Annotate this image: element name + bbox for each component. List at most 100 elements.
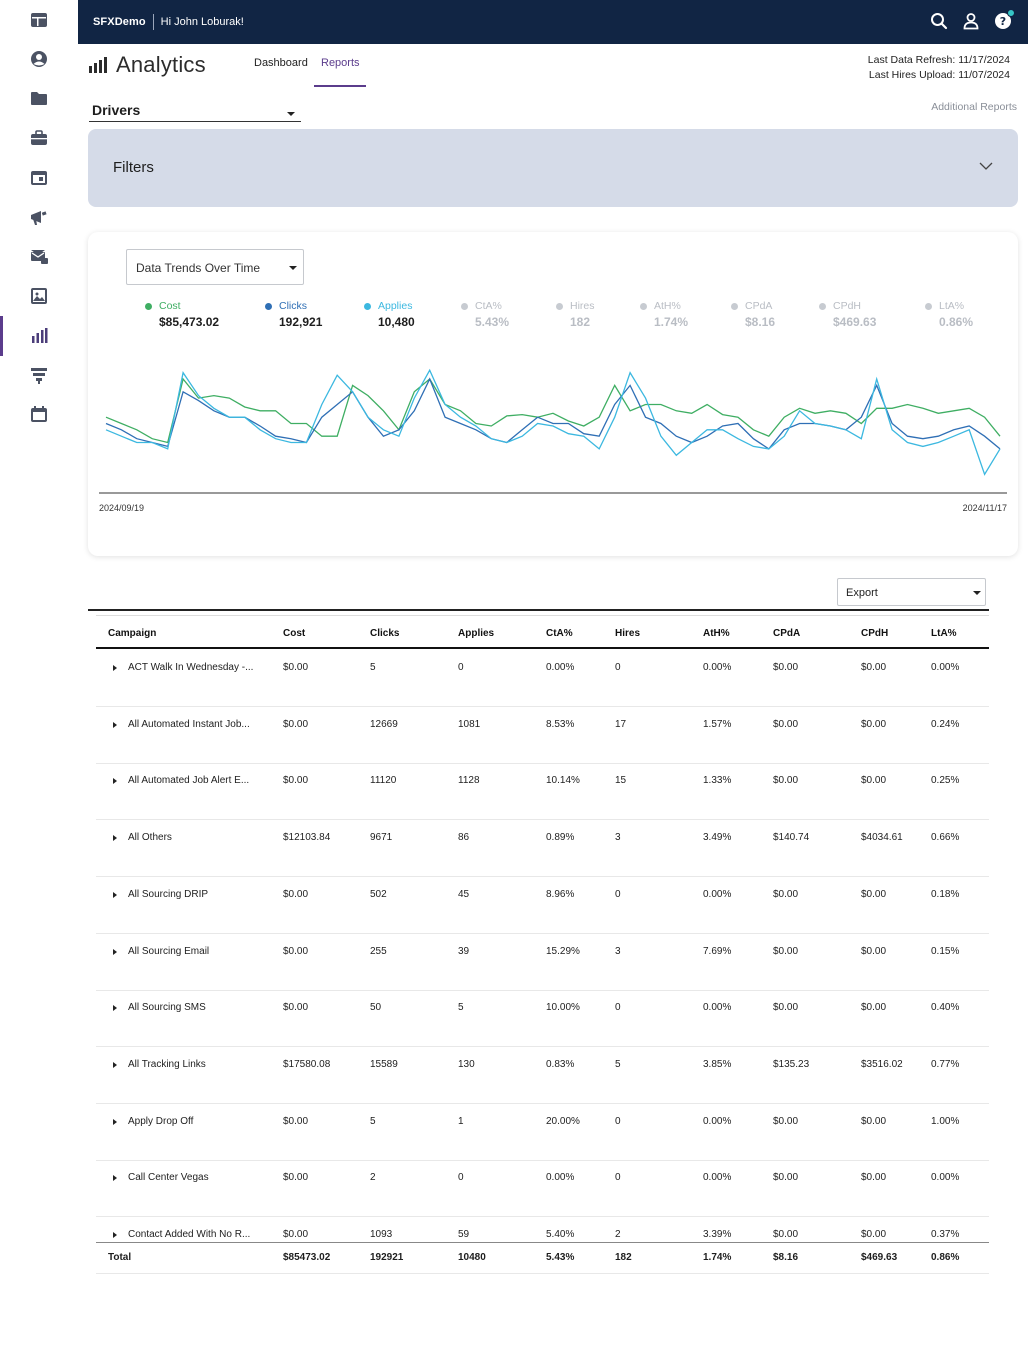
metric-clicks[interactable]: Clicks 192,921 — [265, 300, 322, 329]
metric-hires[interactable]: Hires 182 — [556, 300, 595, 329]
column-header-lta[interactable]: LtA% — [931, 628, 957, 639]
expand-row-icon[interactable] — [113, 1005, 117, 1012]
filters-panel[interactable]: Filters — [88, 129, 1018, 207]
expand-row-icon[interactable] — [113, 721, 117, 728]
metric-cost[interactable]: Cost $85,473.02 — [145, 300, 219, 329]
metric-cpda[interactable]: CPdA $8.16 — [731, 300, 775, 329]
expand-row-icon[interactable] — [113, 778, 117, 785]
column-header-cta[interactable]: CtA% — [546, 628, 573, 639]
cell-cpdh: $0.00 — [861, 945, 887, 957]
column-header-applies[interactable]: Applies — [458, 628, 495, 639]
cell-cost: $12103.84 — [283, 832, 331, 844]
cell-applies: 86 — [458, 832, 470, 844]
metric-ath[interactable]: AtH% 1.74% — [640, 300, 688, 329]
additional-reports-link[interactable]: Additional Reports — [931, 101, 1017, 113]
cell-cpdh: $0.00 — [861, 775, 887, 787]
column-header-cost[interactable]: Cost — [283, 628, 306, 639]
expand-row-icon[interactable] — [113, 948, 117, 955]
cell-cta: 5.40% — [546, 1229, 575, 1240]
table-row[interactable]: All Others $12103.84 9671 86 0.89% 3 3.49% $140… — [96, 820, 989, 878]
table-row[interactable]: All Tracking Links $17580.08 15589 130 0.83%… — [96, 1047, 989, 1104]
column-header-cpdh[interactable]: CPdH — [861, 628, 889, 639]
cell-ath: 0.00% — [703, 1002, 732, 1014]
expand-row-icon[interactable] — [113, 1118, 117, 1125]
table-row[interactable]: All Sourcing SMS $0.00 50 5 10.00% 0 0.00% $0.0… — [96, 990, 989, 1048]
cell-applies: 45 — [458, 888, 470, 900]
table-total-row: Total $85473.02 192921 10480 5.43% 182 1… — [96, 1242, 989, 1272]
expand-row-icon[interactable] — [113, 1232, 117, 1238]
cell-campaign: Call Center Vegas — [128, 1172, 209, 1184]
total-applies: 10480 — [458, 1252, 486, 1263]
metric-label: LtA% — [939, 300, 965, 312]
expand-row-icon[interactable] — [113, 1175, 117, 1182]
metric-value: $85,473.02 — [159, 315, 220, 329]
expand-row-icon[interactable] — [113, 891, 117, 898]
column-header-cpda[interactable]: CPdA — [773, 628, 801, 639]
cell-clicks: 11120 — [370, 775, 397, 787]
column-header-ath[interactable]: AtH% — [703, 628, 730, 639]
table-row[interactable]: All Automated Job Alert E... $0.00 11120 11… — [96, 763, 989, 821]
last-data-refresh: Last Data Refresh: 11/17/2024 — [867, 54, 1010, 66]
sidebar-item-funnel[interactable] — [0, 355, 78, 395]
table-row[interactable]: ACT Walk In Wednesday -... $0.00 5 0 0.00% 0 0… — [96, 650, 989, 707]
metric-lta[interactable]: LtA% 0.86% — [925, 300, 973, 329]
cell-clicks: 255 — [370, 945, 387, 957]
table-row[interactable]: All Sourcing Email $0.00 255 39 15.29% 3 7.69%… — [96, 934, 989, 991]
sidebar-item-campaigns[interactable] — [0, 197, 78, 237]
table-row[interactable]: All Automated Instant Job... $0.00 12669 10… — [96, 707, 989, 764]
cell-applies: 1 — [458, 1115, 464, 1127]
sidebar-item-files[interactable] — [0, 78, 78, 118]
sidebar-item-analytics[interactable] — [0, 316, 78, 356]
metric-value: $8.16 — [745, 315, 776, 329]
search-button[interactable] — [930, 12, 948, 30]
metric-cpdh[interactable]: CPdH $469.63 — [819, 300, 876, 329]
cell-cost: $0.00 — [283, 1002, 309, 1014]
cell-hires: 0 — [615, 1002, 621, 1014]
brand-name: SFXDemo — [93, 16, 146, 28]
active-tab-indicator — [314, 85, 366, 87]
sidebar-item-media[interactable] — [0, 276, 78, 316]
chevron-down-icon — [973, 591, 981, 595]
sidebar-item-jobs[interactable] — [0, 118, 78, 158]
expand-row-icon[interactable] — [113, 1061, 117, 1068]
cell-lta: 0.00% — [931, 662, 960, 673]
account-button[interactable] — [962, 12, 980, 30]
chart-view-select[interactable]: Data Trends Over Time — [126, 249, 304, 285]
cell-ath: 0.00% — [703, 662, 732, 673]
sidebar-item-pages[interactable] — [0, 158, 78, 198]
sidebar-item-messages[interactable] — [0, 236, 78, 276]
metric-applies[interactable]: Applies 10,480 — [364, 300, 415, 329]
metric-label: AtH% — [654, 300, 681, 312]
sidebar-item-calendar[interactable] — [0, 394, 78, 434]
tab-dashboard[interactable]: Dashboard — [254, 57, 308, 69]
tab-reports[interactable]: Reports — [321, 57, 360, 69]
cell-hires: 0 — [615, 1115, 621, 1127]
cell-cpda: $140.74 — [773, 832, 810, 844]
table-row[interactable]: All Sourcing DRIP $0.00 502 45 8.96% 0 0.00% $0… — [96, 877, 989, 934]
column-header-clicks[interactable]: Clicks — [370, 628, 400, 639]
table-row[interactable]: Contact Added With No R... $0.00 1093 59 5.4… — [96, 1217, 989, 1274]
cell-cta: 10.14% — [546, 775, 580, 787]
expand-row-icon[interactable] — [113, 665, 117, 671]
metric-cta[interactable]: CtA% 5.43% — [461, 300, 509, 329]
report-select[interactable]: Drivers — [89, 100, 301, 122]
legend-dot-cpdh — [819, 302, 826, 310]
megaphone-icon — [31, 211, 47, 225]
sidebar-item-profile[interactable] — [0, 39, 78, 79]
table-row[interactable]: Apply Drop Off $0.00 5 1 20.00% 0 0.00% $0.00 $0… — [96, 1104, 989, 1161]
column-header-hires[interactable]: Hires — [615, 628, 641, 639]
sidebar-item-layout[interactable] — [0, 0, 78, 40]
cell-lta: 0.24% — [931, 718, 960, 730]
cell-cost: $0.00 — [283, 775, 309, 787]
total-clicks: 192921 — [370, 1252, 404, 1263]
column-header-campaign[interactable]: Campaign — [108, 628, 157, 639]
expand-row-icon[interactable] — [113, 835, 117, 842]
table-row[interactable]: Call Center Vegas $0.00 2 0 0.00% 0 0.00% $0.00… — [96, 1160, 989, 1218]
cell-clicks: 5 — [370, 662, 376, 673]
legend-dot-applies — [364, 302, 371, 310]
metric-value: $469.63 — [833, 315, 877, 329]
cell-clicks: 2 — [370, 1172, 376, 1184]
export-select[interactable]: Export — [837, 578, 986, 606]
cell-ath: 1.57% — [703, 718, 732, 730]
help-button[interactable]: ? — [994, 9, 1015, 30]
